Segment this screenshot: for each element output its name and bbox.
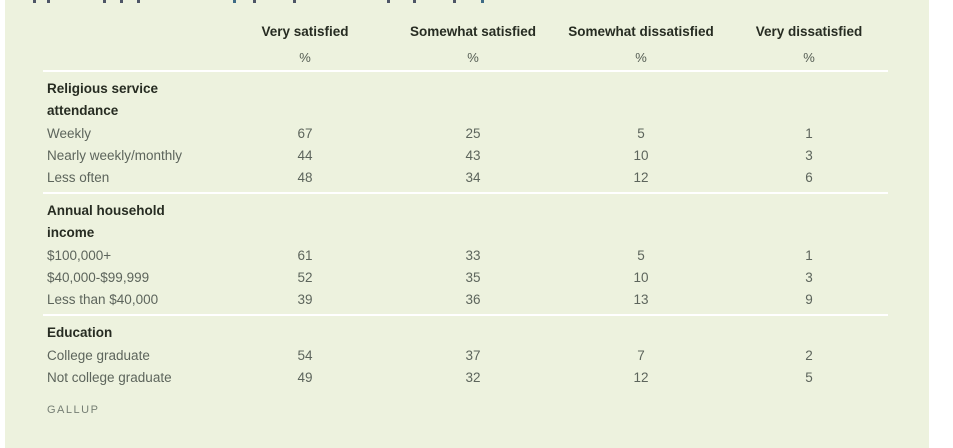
cell-value: 2 — [805, 347, 813, 363]
cell-value: 61 — [297, 247, 313, 263]
cell-value: 52 — [297, 269, 313, 285]
cell-value: 37 — [465, 347, 481, 363]
cell-value: 12 — [633, 369, 649, 385]
cell-value: 6 — [805, 169, 813, 185]
cell-value: 1 — [805, 247, 813, 263]
cell-value: 3 — [805, 269, 813, 285]
table-row: $100,000+ 61 33 5 1 — [43, 244, 888, 266]
row-label: $100,000+ — [47, 247, 112, 263]
table-row: Not college graduate 49 32 12 5 — [43, 366, 888, 388]
table-panel: Very satisfied Somewhat satisfied Somewh… — [5, 0, 929, 448]
row-label: Not college graduate — [47, 369, 172, 385]
cell-value: 10 — [633, 147, 649, 163]
row-label: College graduate — [47, 347, 150, 363]
row-label: $40,000-$99,999 — [47, 269, 150, 285]
row-label: Nearly weekly/monthly — [47, 147, 183, 163]
section-education: Education College graduate 54 37 7 2 Not… — [43, 316, 888, 392]
cell-value: 5 — [637, 247, 645, 263]
cell-value: 25 — [465, 125, 481, 141]
row-label: Weekly — [47, 125, 92, 141]
cell-value: 49 — [297, 369, 313, 385]
cell-value: 3 — [805, 147, 813, 163]
unit-row: % % % % — [43, 44, 888, 70]
table-row: College graduate 54 37 7 2 — [43, 344, 888, 366]
section-title: Religious service — [47, 81, 159, 96]
section-title-line2: attendance — [47, 103, 119, 118]
cell-value: 7 — [637, 347, 645, 363]
unit-percent: % — [803, 49, 815, 65]
cell-value: 39 — [297, 291, 313, 307]
cell-value: 44 — [297, 147, 313, 163]
unit-percent: % — [299, 49, 311, 65]
cell-value: 34 — [465, 169, 481, 185]
column-header-very-satisfied: Very satisfied — [261, 23, 349, 39]
table-row: $40,000-$99,999 52 35 10 3 — [43, 266, 888, 288]
cell-value: 5 — [805, 369, 813, 385]
cell-value: 9 — [805, 291, 813, 307]
unit-percent: % — [467, 49, 479, 65]
column-header-very-dissatisfied: Very dissatisfied — [755, 23, 863, 39]
cell-value: 54 — [297, 347, 313, 363]
source-attribution: GALLUP — [47, 404, 100, 416]
column-header-somewhat-dissatisfied: Somewhat dissatisfied — [568, 23, 714, 39]
row-label: Less than $40,000 — [47, 291, 159, 307]
table-row: Weekly 67 25 5 1 — [43, 122, 888, 144]
table-row: Nearly weekly/monthly 44 43 10 3 — [43, 144, 888, 166]
satisfaction-table: Very satisfied Somewhat satisfied Somewh… — [43, 18, 888, 392]
section-title: Education — [47, 325, 113, 340]
clipped-text-top — [5, 0, 929, 4]
section-title: Annual household — [47, 203, 165, 218]
section-title-line2: income — [47, 225, 95, 240]
cell-value: 12 — [633, 169, 649, 185]
cell-value: 10 — [633, 269, 649, 285]
cell-value: 32 — [465, 369, 481, 385]
cell-value: 35 — [465, 269, 481, 285]
cell-value: 33 — [465, 247, 481, 263]
cell-value: 43 — [465, 147, 481, 163]
cell-value: 1 — [805, 125, 813, 141]
cell-value: 5 — [637, 125, 645, 141]
section-annual-household-income: Annual household income $100,000+ 61 33 … — [43, 194, 888, 316]
row-label: Less often — [47, 169, 110, 185]
section-religious-service-attendance: Religious service attendance Weekly 67 2… — [43, 72, 888, 194]
table-row: Less than $40,000 39 36 13 9 — [43, 288, 888, 310]
cell-value: 67 — [297, 125, 313, 141]
column-header-somewhat-satisfied: Somewhat satisfied — [409, 23, 537, 39]
cell-value: 13 — [633, 291, 649, 307]
table-header: Very satisfied Somewhat satisfied Somewh… — [43, 18, 888, 72]
table-row: Less often 48 34 12 6 — [43, 166, 888, 188]
unit-percent: % — [635, 49, 647, 65]
cell-value: 48 — [297, 169, 313, 185]
cell-value: 36 — [465, 291, 481, 307]
